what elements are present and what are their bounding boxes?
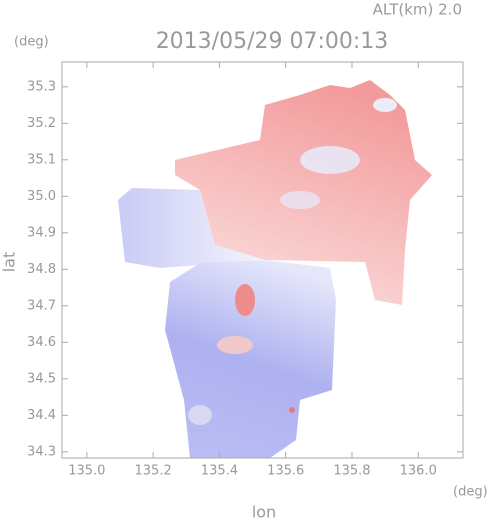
y-axis-label: lat (0, 252, 19, 273)
x-tick-label: 136.0 (400, 464, 437, 479)
x-tick-label: 135.6 (267, 464, 304, 479)
x-tick-label: 135.2 (135, 464, 172, 479)
y-tick-label: 34.9 (27, 225, 56, 240)
y-tick-label: 34.8 (27, 262, 56, 277)
y-tick-label: 35.0 (27, 189, 56, 204)
y-tick-label: 34.3 (27, 444, 56, 459)
chart-title: 2013/05/29 07:00:13 (156, 29, 389, 54)
y-tick-label: 34.4 (27, 408, 56, 423)
y-tick-label: 34.6 (27, 335, 56, 350)
y-tick-label: 35.3 (27, 79, 56, 94)
y-tick-label: 35.1 (27, 152, 56, 167)
x-axis-label: lon (252, 503, 276, 521)
y-tick-label: 34.7 (27, 298, 56, 313)
x-tick-label: 135.4 (201, 464, 238, 479)
x-tick-label: 135.8 (333, 464, 370, 479)
y-tick-label: 35.2 (27, 116, 56, 131)
x-unit: (deg) (453, 485, 488, 500)
y-unit: (deg) (14, 35, 49, 50)
velocity-field (118, 80, 432, 458)
altitude-annotation: ALT(km) 2.0 (373, 1, 462, 19)
plot-frame (61, 61, 464, 459)
y-tick-label: 34.5 (27, 371, 56, 386)
x-tick-label: 135.0 (68, 464, 105, 479)
